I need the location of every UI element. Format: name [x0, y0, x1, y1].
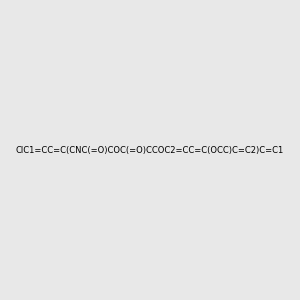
Text: ClC1=CC=C(CNC(=O)COC(=O)CCOC2=CC=C(OCC)C=C2)C=C1: ClC1=CC=C(CNC(=O)COC(=O)CCOC2=CC=C(OCC)C… [16, 146, 284, 154]
